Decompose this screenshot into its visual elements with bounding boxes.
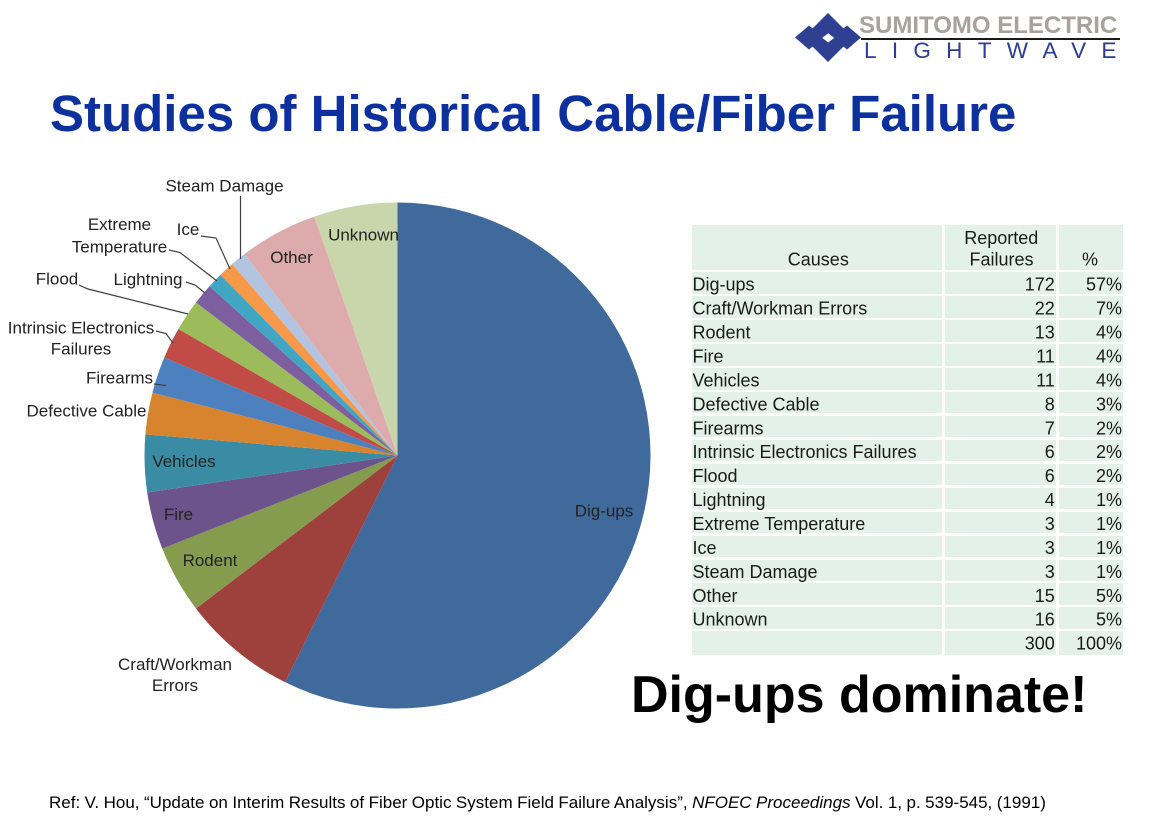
svg-text:Unknown: Unknown [328,226,399,245]
svg-text:Fire: Fire [693,347,724,367]
svg-text:Defective Cable: Defective Cable [26,402,146,421]
svg-text:7: 7 [1045,418,1055,438]
svg-text:Vehicles: Vehicles [693,370,760,390]
svg-text:1%: 1% [1096,562,1122,582]
svg-text:Dig-ups: Dig-ups [693,275,755,295]
svg-text:3: 3 [1045,514,1055,534]
svg-text:Lightning: Lightning [693,490,766,510]
svg-text:Defective Cable: Defective Cable [693,394,820,414]
svg-text:4%: 4% [1096,347,1122,367]
svg-text:4: 4 [1045,490,1055,510]
svg-text:Lightning: Lightning [113,270,182,289]
svg-text:Failures: Failures [51,340,111,359]
svg-text:7%: 7% [1096,299,1122,319]
svg-text:6: 6 [1045,466,1055,486]
svg-text:Failures: Failures [969,250,1033,270]
svg-text:Fire: Fire [164,505,193,524]
svg-text:Firearms: Firearms [693,418,764,438]
svg-text:6: 6 [1045,442,1055,462]
svg-text:172: 172 [1025,275,1055,295]
svg-text:Intrinsic Electronics: Intrinsic Electronics [8,319,154,338]
svg-text:1%: 1% [1096,538,1122,558]
svg-text:5%: 5% [1096,610,1122,630]
svg-text:3: 3 [1045,562,1055,582]
svg-text:4%: 4% [1096,323,1122,343]
svg-text:Temperature: Temperature [72,238,167,257]
svg-text:4%: 4% [1096,370,1122,390]
svg-text:Ice: Ice [177,220,200,239]
svg-text:Rodent: Rodent [693,323,751,343]
svg-text:5%: 5% [1096,586,1122,606]
svg-text:13: 13 [1035,323,1055,343]
svg-text:Other: Other [693,586,738,606]
svg-text:2%: 2% [1096,466,1122,486]
svg-text:Firearms: Firearms [86,369,153,388]
svg-text:Dig-ups: Dig-ups [575,502,634,521]
svg-text:300: 300 [1025,634,1055,654]
svg-text:11: 11 [1036,370,1055,390]
svg-text:Steam Damage: Steam Damage [165,177,283,196]
svg-text:Craft/Workman: Craft/Workman [118,655,232,674]
svg-text:Extreme: Extreme [88,215,151,234]
svg-text:2%: 2% [1096,418,1122,438]
svg-text:Other: Other [270,248,313,267]
svg-text:15: 15 [1035,586,1055,606]
svg-text:11: 11 [1036,347,1055,367]
svg-text:1%: 1% [1096,490,1122,510]
svg-text:100%: 100% [1076,634,1122,654]
svg-text:3: 3 [1045,538,1055,558]
svg-text:Errors: Errors [152,676,198,695]
svg-text:16: 16 [1035,610,1055,630]
svg-text:Flood: Flood [693,466,738,486]
svg-text:Extreme Temperature: Extreme Temperature [693,514,866,534]
svg-text:1%: 1% [1096,514,1122,534]
svg-text:Unknown: Unknown [693,610,768,630]
svg-text:Craft/Workman Errors: Craft/Workman Errors [693,299,868,319]
svg-text:%: % [1082,250,1098,270]
svg-text:Ice: Ice [693,538,717,558]
svg-text:Reported: Reported [964,228,1038,248]
svg-text:2%: 2% [1096,442,1122,462]
svg-text:Vehicles: Vehicles [152,452,215,471]
svg-text:Steam Damage: Steam Damage [693,562,818,582]
svg-text:8: 8 [1045,394,1055,414]
svg-text:Causes: Causes [788,250,849,270]
svg-text:Rodent: Rodent [183,551,238,570]
svg-text:3%: 3% [1096,394,1122,414]
svg-text:22: 22 [1035,299,1055,319]
svg-text:Flood: Flood [36,270,79,289]
svg-text:Intrinsic Electronics Failures: Intrinsic Electronics Failures [693,442,917,462]
svg-text:57%: 57% [1086,275,1122,295]
